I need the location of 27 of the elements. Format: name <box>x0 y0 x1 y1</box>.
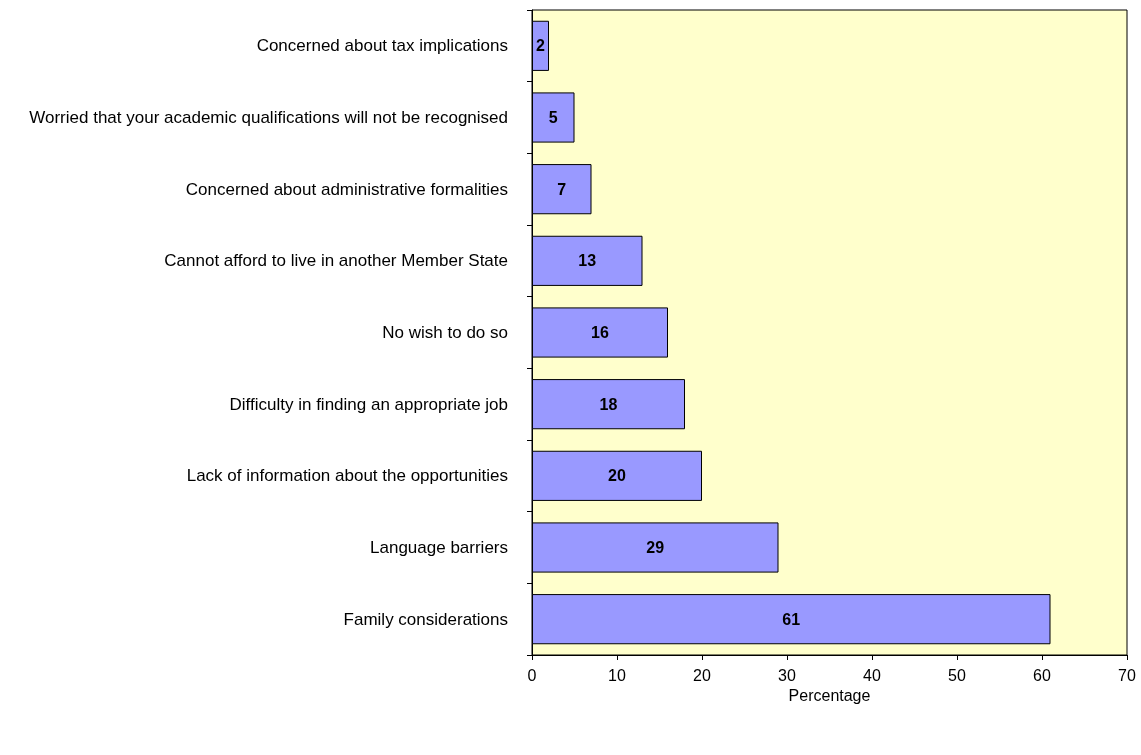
y-tick-label: Family considerations <box>343 609 508 629</box>
x-tick-label: 70 <box>1118 666 1136 684</box>
y-tick-label: Concerned about administrative formalities <box>185 179 508 199</box>
data-label: 7 <box>557 180 567 198</box>
x-tick-label: 30 <box>778 666 796 684</box>
x-tick-label: 50 <box>948 666 966 684</box>
y-tick-label: Language barriers <box>370 538 508 557</box>
data-label: 29 <box>646 539 665 556</box>
data-label: 18 <box>599 395 618 413</box>
x-tick-label: 10 <box>608 666 626 684</box>
x-axis-title: Percentage <box>788 687 871 705</box>
y-tick-label: Concerned about tax implications <box>256 36 508 56</box>
y-tick-label: Cannot afford to live in another Member State <box>164 251 508 271</box>
x-tick-label: 20 <box>693 666 711 684</box>
x-tick-label: 60 <box>1033 666 1051 684</box>
data-label: 16 <box>591 324 609 341</box>
y-tick-label: No wish to do so <box>382 323 508 342</box>
y-tick-label: Worried that your academic qualifications will not be recognised <box>29 108 508 127</box>
data-label: 20 <box>608 467 626 485</box>
y-tick-label: Difficulty in finding an appropriate job <box>229 394 508 414</box>
data-label: 13 <box>578 252 597 270</box>
data-label: 5 <box>548 109 558 126</box>
x-tick-label: 40 <box>863 666 881 684</box>
y-tick-label: Lack of information about the opportunities <box>186 466 508 486</box>
data-label: 2 <box>536 37 546 55</box>
x-tick-label: 0 <box>527 666 537 684</box>
data-label: 61 <box>782 610 801 628</box>
